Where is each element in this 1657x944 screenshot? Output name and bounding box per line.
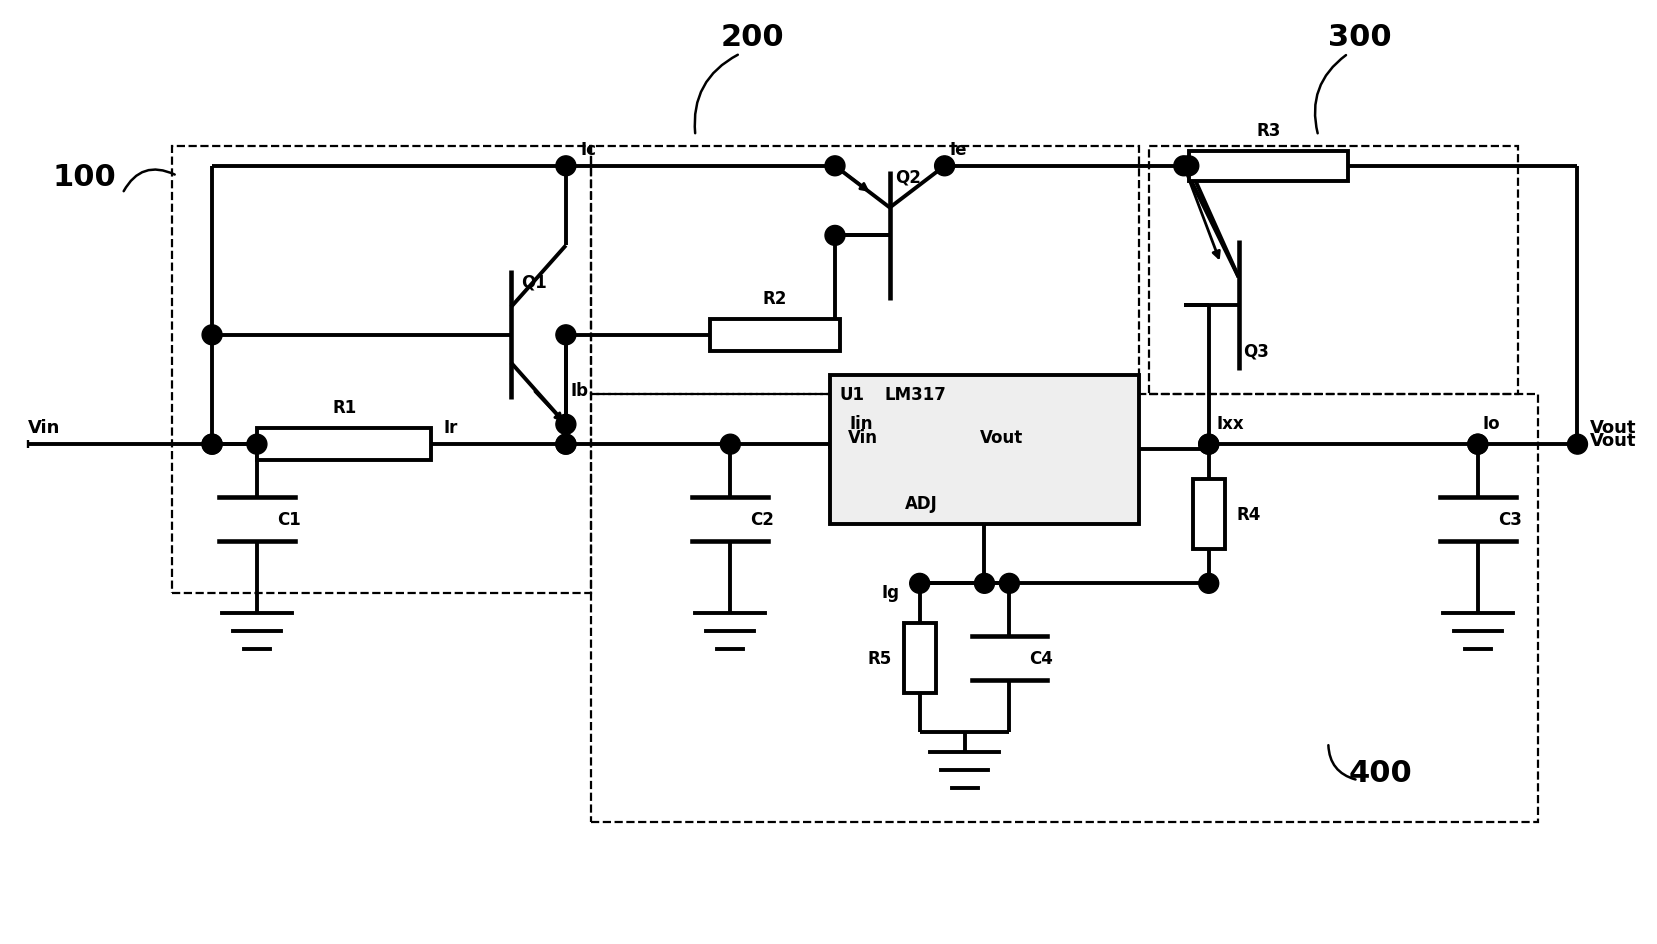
Bar <box>172 146 590 594</box>
Circle shape <box>555 435 575 455</box>
Circle shape <box>825 157 845 177</box>
Text: Q3: Q3 <box>1243 343 1269 361</box>
Circle shape <box>202 326 222 346</box>
Circle shape <box>974 574 994 594</box>
Circle shape <box>555 157 575 177</box>
Text: Iin: Iin <box>850 414 873 432</box>
Text: 300: 300 <box>1327 24 1392 53</box>
Text: Vout: Vout <box>1589 419 1635 437</box>
Text: Ie: Ie <box>949 141 966 159</box>
Text: 200: 200 <box>719 24 784 53</box>
Bar <box>1148 146 1516 395</box>
Circle shape <box>1198 574 1218 594</box>
FancyArrowPatch shape <box>1327 746 1355 780</box>
Text: C4: C4 <box>1029 649 1052 667</box>
Text: C2: C2 <box>751 510 774 528</box>
Circle shape <box>935 157 954 177</box>
Text: R3: R3 <box>1256 122 1279 140</box>
Text: Q1: Q1 <box>520 273 547 291</box>
Text: LM317: LM317 <box>885 385 946 403</box>
Text: Ixx: Ixx <box>1216 414 1243 432</box>
Text: Vout: Vout <box>1589 431 1635 449</box>
Circle shape <box>910 574 930 594</box>
Text: Vin: Vin <box>28 419 60 437</box>
Circle shape <box>1198 435 1218 455</box>
Bar <box>903 623 935 693</box>
FancyArrowPatch shape <box>694 56 737 134</box>
Text: R4: R4 <box>1236 505 1261 523</box>
FancyArrowPatch shape <box>1314 56 1345 134</box>
Bar <box>1191 480 1225 549</box>
Circle shape <box>719 435 741 455</box>
Text: ADJ: ADJ <box>905 495 936 513</box>
Circle shape <box>1566 435 1586 455</box>
Text: R5: R5 <box>867 649 891 667</box>
Text: Ic: Ic <box>580 141 597 159</box>
Text: Vout: Vout <box>979 429 1022 447</box>
Bar <box>257 429 431 461</box>
Text: Vin: Vin <box>847 429 878 447</box>
Circle shape <box>202 435 222 455</box>
Circle shape <box>1178 157 1198 177</box>
Circle shape <box>1173 157 1193 177</box>
Text: Q2: Q2 <box>895 169 920 187</box>
Text: U1: U1 <box>840 385 865 403</box>
Text: 400: 400 <box>1347 758 1412 787</box>
Circle shape <box>247 435 267 455</box>
Text: C1: C1 <box>277 510 300 528</box>
Bar <box>709 320 840 351</box>
Text: Ib: Ib <box>570 382 588 400</box>
Text: 100: 100 <box>53 162 116 192</box>
Text: Io: Io <box>1481 414 1500 432</box>
Text: C3: C3 <box>1496 510 1521 528</box>
FancyArrowPatch shape <box>124 170 174 192</box>
Circle shape <box>555 435 575 455</box>
Bar <box>590 395 1536 822</box>
Circle shape <box>1466 435 1486 455</box>
Text: R2: R2 <box>762 290 787 308</box>
Text: R1: R1 <box>331 399 356 417</box>
Bar <box>590 146 1138 395</box>
Text: Ir: Ir <box>442 419 457 437</box>
Circle shape <box>825 227 845 246</box>
Circle shape <box>202 435 222 455</box>
Circle shape <box>555 326 575 346</box>
Text: Ig: Ig <box>882 583 900 601</box>
Circle shape <box>999 574 1019 594</box>
Bar <box>830 375 1138 524</box>
Circle shape <box>1466 435 1486 455</box>
Circle shape <box>1198 435 1218 455</box>
Bar <box>1188 152 1347 181</box>
Circle shape <box>555 415 575 435</box>
